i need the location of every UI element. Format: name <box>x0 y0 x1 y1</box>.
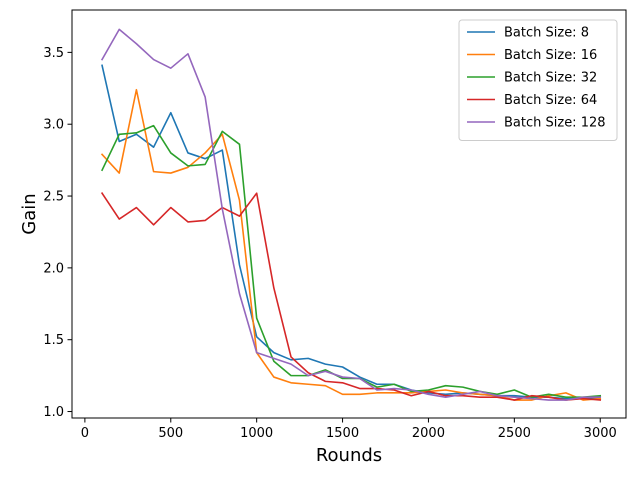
plot-frame <box>71 9 627 419</box>
x-axis: 0 500 1000 1500 2000 2500 3000 <box>81 418 617 441</box>
x-tick-label: 2500 <box>498 426 531 441</box>
x-tick-label: 500 <box>158 426 183 441</box>
plot-lines <box>100 28 602 401</box>
x-axis-title: Rounds <box>316 445 382 466</box>
legend-label-5: Batch Size: 128 <box>504 116 606 131</box>
legend-label-1: Batch Size: 8 <box>504 26 589 41</box>
x-tick-label: 3000 <box>584 426 617 441</box>
y-tick-label: 3.0 <box>43 118 64 133</box>
y-axis-title: Gain <box>19 193 40 234</box>
y-tick-label: 1.0 <box>43 405 64 420</box>
y-axis: 1.0 1.5 2.0 2.5 3.0 3.5 <box>43 46 72 420</box>
y-tick-label: 3.5 <box>43 46 64 61</box>
y-tick-label: 2.5 <box>43 190 64 205</box>
y-tick-label: 2.0 <box>43 261 64 276</box>
legend-label-3: Batch Size: 32 <box>504 71 597 86</box>
x-tick-label: 0 <box>81 426 89 441</box>
series-line-1 <box>101 64 602 400</box>
y-tick-label: 1.5 <box>43 333 64 348</box>
legend-label-2: Batch Size: 16 <box>504 48 597 63</box>
x-tick-label: 1500 <box>326 426 359 441</box>
x-tick-label: 2000 <box>412 426 445 441</box>
x-tick-label: 1000 <box>240 426 273 441</box>
series-line-5 <box>100 28 602 401</box>
legend-box <box>458 19 618 141</box>
series-line-4 <box>100 192 602 401</box>
legend: Batch Size: 8 Batch Size: 16 Batch Size: 3… <box>458 19 618 141</box>
legend-label-4: Batch Size: 64 <box>504 93 597 108</box>
